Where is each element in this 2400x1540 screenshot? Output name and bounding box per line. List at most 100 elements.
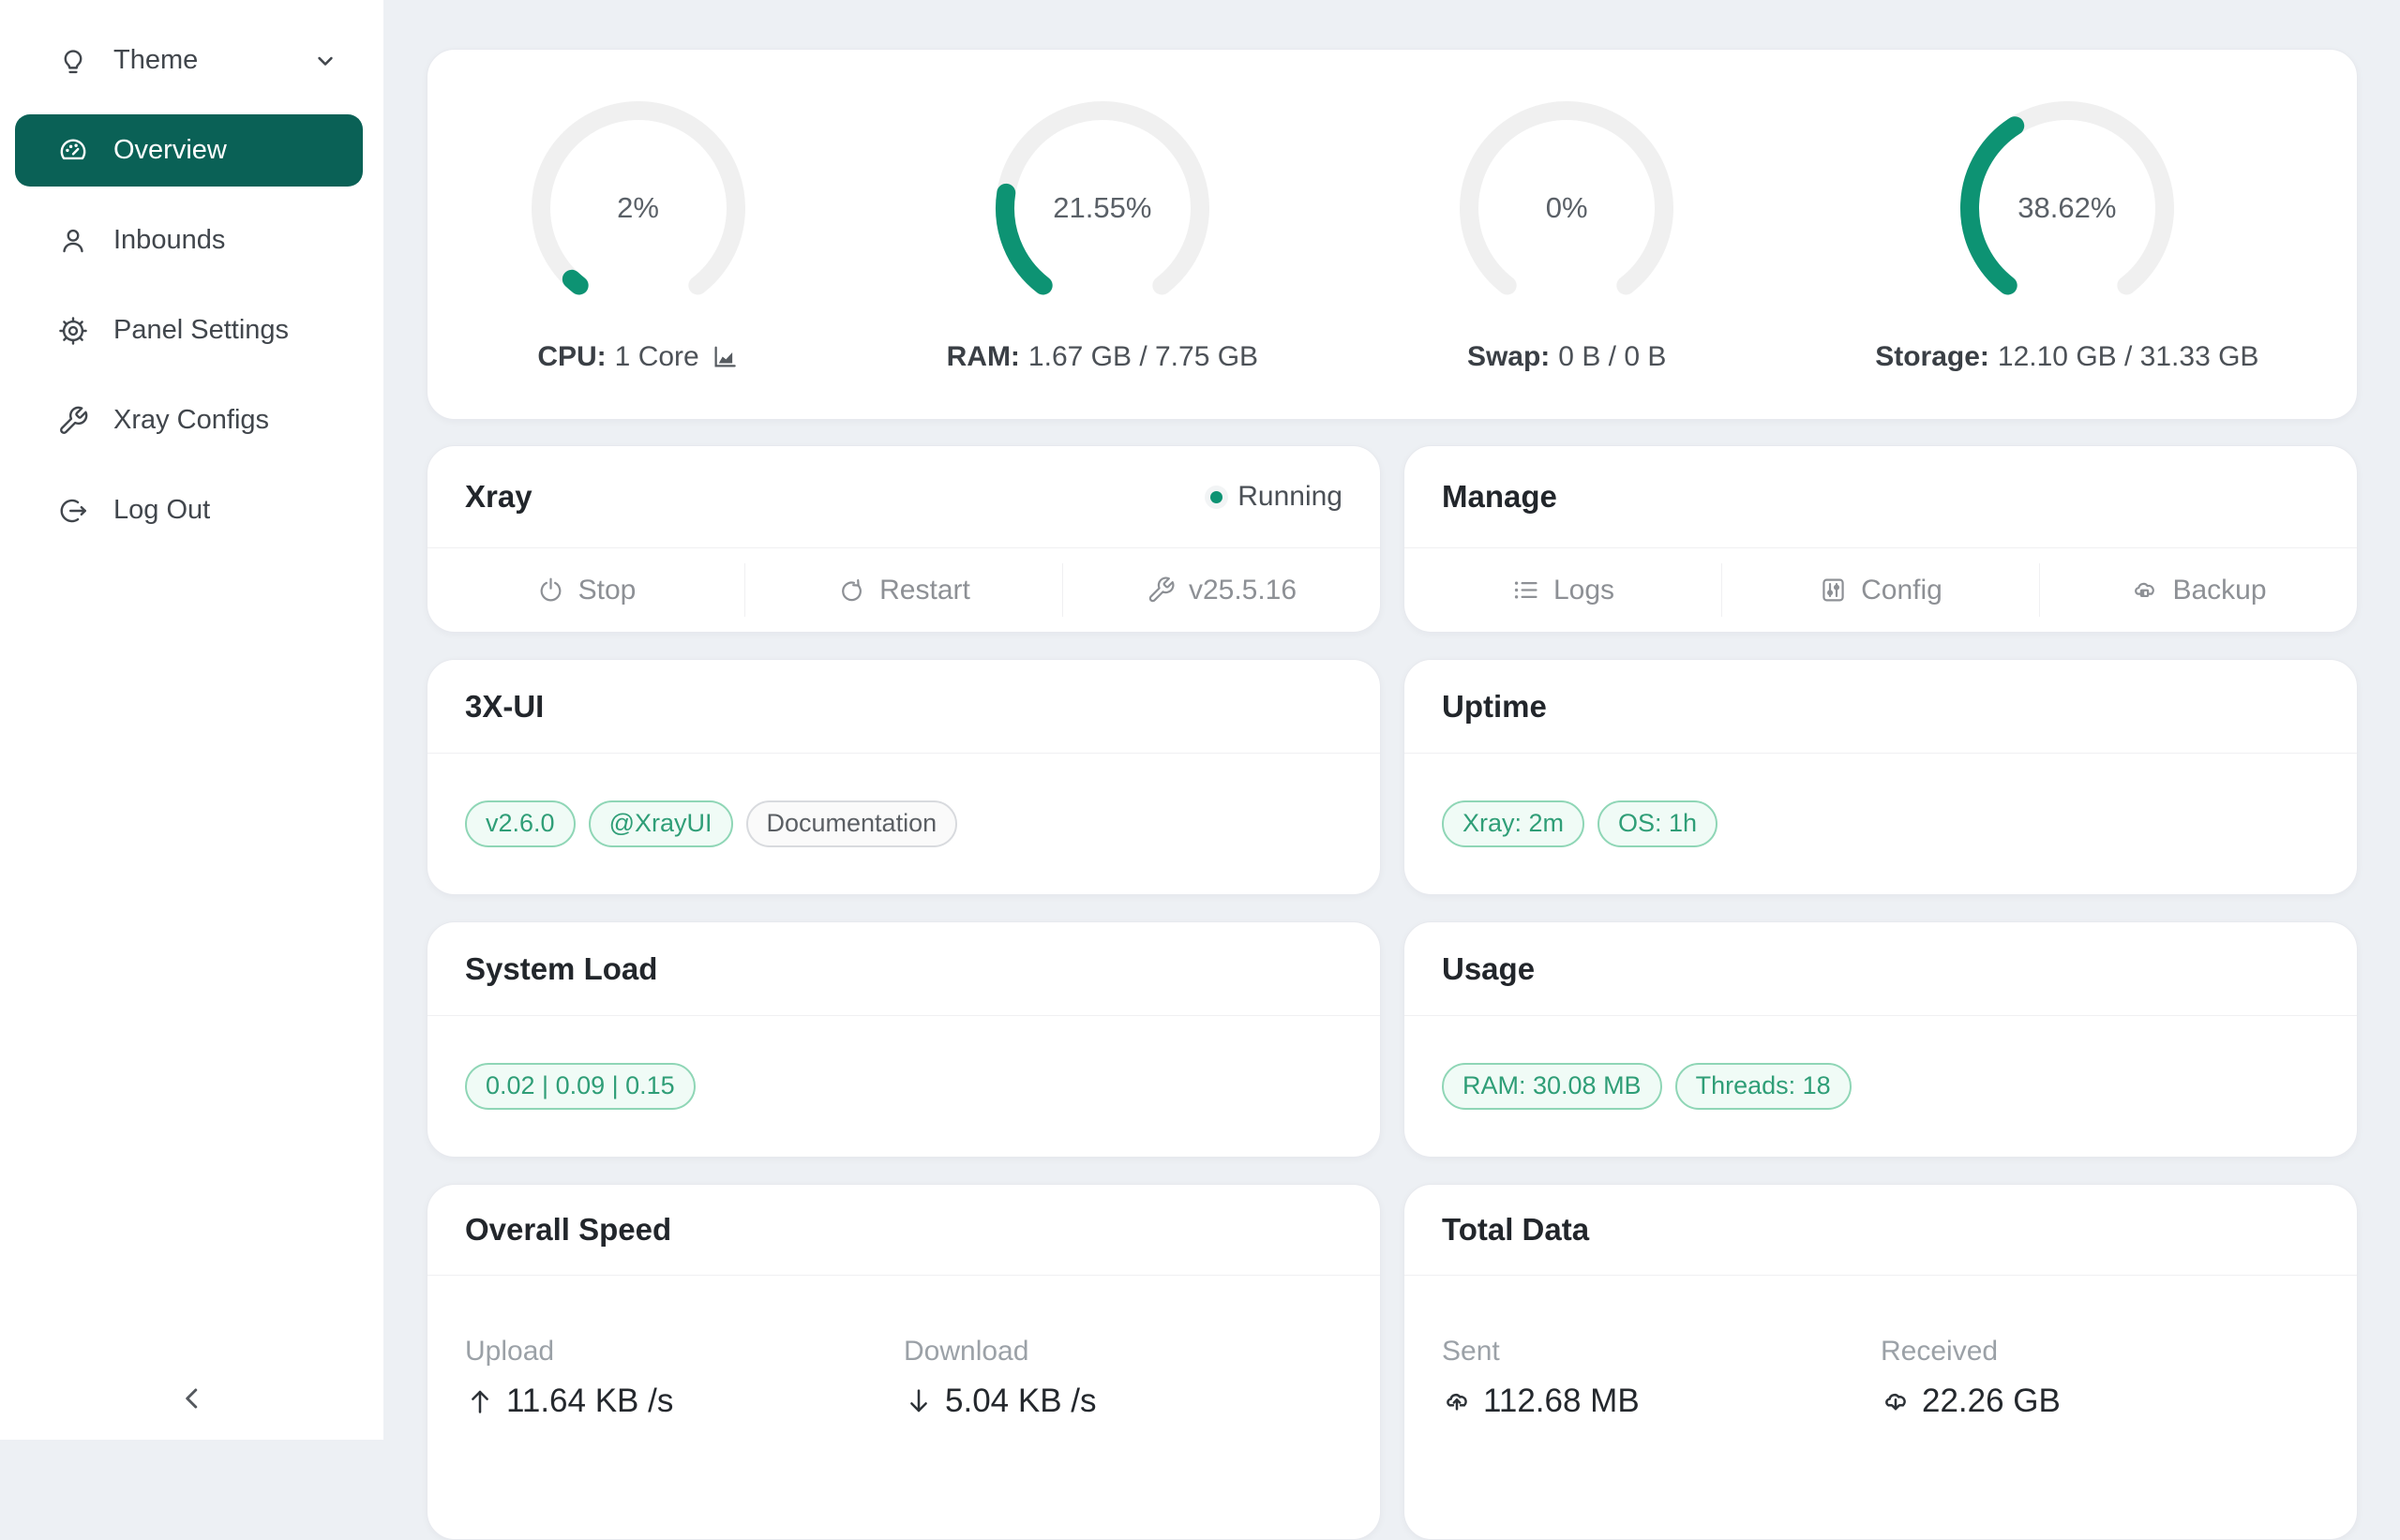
documentation-tag[interactable]: Documentation	[745, 800, 958, 847]
main-content: 2% CPU: 1 Core 21.55% RAM: 1.67	[383, 0, 2400, 1540]
ram-gauge: 21.55% RAM: 1.67 GB / 7.75 GB	[947, 96, 1258, 373]
arrow-down-icon	[910, 1389, 927, 1413]
system-load-card: System Load 0.02 | 0.09 | 0.15	[427, 921, 1381, 1158]
download-label: Download	[904, 1336, 1029, 1367]
ram-gauge-caption: RAM: 1.67 GB / 7.75 GB	[946, 341, 1259, 372]
system-load-card-title: System Load	[465, 950, 658, 986]
list-icon	[1514, 581, 1538, 599]
divider	[2039, 563, 2040, 617]
cpu-gauge: 2% CPU: 1 Core	[526, 96, 751, 373]
sidebar: Theme Overview Inbounds	[0, 0, 383, 1440]
gear-icon	[59, 316, 87, 345]
sliders-icon	[1822, 578, 1844, 602]
manage-card-title: Manage	[1442, 479, 1557, 514]
cloud-upload-icon	[1447, 1393, 1467, 1411]
cloud-download-icon	[1885, 1393, 1906, 1411]
xray-version-button[interactable]: v25.5.16	[1063, 548, 1380, 632]
logs-button[interactable]: Logs	[1404, 548, 1721, 632]
sidebar-collapse-button[interactable]	[0, 1382, 383, 1415]
wrench-icon	[1148, 576, 1175, 603]
telegram-tag[interactable]: @XrayUI	[588, 800, 733, 847]
upload-label: Upload	[465, 1336, 555, 1367]
sidebar-item-label: Theme	[113, 45, 199, 75]
received-value: 22.26 GB	[1922, 1383, 2061, 1419]
swap-gauge-arc	[1460, 101, 1674, 295]
sidebar-item-inbounds[interactable]: Inbounds	[15, 204, 363, 277]
swap-gauge-caption: Swap: 0 B / 0 B	[1466, 341, 1667, 372]
sidebar-item-theme[interactable]: Theme	[15, 24, 363, 97]
version-tag[interactable]: v2.6.0	[465, 800, 576, 847]
sidebar-menu: Theme Overview Inbounds	[0, 0, 383, 546]
threads-badge: Threads: 18	[1674, 1063, 1852, 1110]
xray-uptime-badge: Xray: 2m	[1442, 800, 1585, 847]
usage-card-title: Usage	[1442, 950, 1536, 986]
storage-gauge-caption: Storage: 12.10 GB / 31.33 GB	[1875, 341, 2259, 372]
divider	[744, 563, 745, 617]
dashboard-icon	[60, 139, 86, 159]
xray-status-text: Running	[1238, 481, 1342, 512]
storage-gauge-arc	[1959, 101, 2174, 295]
swap-gauge: 0% Swap: 0 B / 0 B	[1454, 96, 1679, 373]
cloud-server-icon	[2135, 582, 2155, 598]
sidebar-item-log-out[interactable]: Log Out	[15, 474, 363, 546]
sidebar-item-label: Inbounds	[113, 225, 226, 255]
cpu-gauge-value: 2%	[617, 191, 659, 224]
sidebar-item-overview[interactable]: Overview	[15, 114, 363, 187]
chevron-down-icon	[318, 56, 333, 66]
config-button[interactable]: Config	[1722, 548, 2039, 632]
divider	[1062, 563, 1063, 617]
power-icon	[540, 577, 562, 602]
xray-card: Xray Running Stop	[427, 445, 1381, 633]
wrench-icon	[60, 406, 88, 434]
sent-stat: Sent 112.68 MB	[1442, 1336, 1881, 1420]
backup-button[interactable]: Backup	[2040, 548, 2357, 632]
overall-speed-card: Overall Speed Upload 11.64 KB /s Downloa…	[427, 1184, 1381, 1540]
system-gauges-card: 2% CPU: 1 Core 21.55% RAM: 1.67	[427, 49, 2358, 420]
cpu-gauge-caption: CPU: 1 Core	[537, 341, 738, 373]
storage-gauge-value: 38.62%	[2018, 191, 2117, 224]
download-stat: Download 5.04 KB /s	[904, 1336, 1342, 1420]
sidebar-item-label: Xray Configs	[113, 405, 270, 435]
os-uptime-badge: OS: 1h	[1598, 800, 1718, 847]
upload-value: 11.64 KB /s	[506, 1383, 674, 1419]
xui-card-title: 3X-UI	[465, 688, 545, 724]
restart-icon	[842, 578, 862, 602]
lightbulb-icon	[64, 49, 82, 73]
divider	[1721, 563, 1722, 617]
chevron-left-icon	[185, 1388, 197, 1409]
sidebar-item-label: Overview	[113, 135, 227, 165]
xray-restart-button[interactable]: Restart	[745, 548, 1062, 632]
storage-gauge: 38.62% Storage: 12.10 GB / 31.33 GB	[1875, 96, 2258, 373]
status-dot	[1210, 490, 1223, 503]
xui-card: 3X-UI v2.6.0 @XrayUI Documentation	[427, 659, 1381, 895]
sidebar-item-panel-settings[interactable]: Panel Settings	[15, 294, 363, 366]
user-icon	[63, 229, 83, 252]
arrow-up-icon	[472, 1390, 488, 1413]
uptime-card-title: Uptime	[1442, 688, 1547, 724]
cards-grid: Xray Running Stop	[427, 445, 2358, 1540]
ram-gauge-arc	[995, 101, 1209, 295]
ram-gauge-value: 21.55%	[1053, 191, 1152, 224]
overall-speed-card-title: Overall Speed	[465, 1212, 672, 1247]
sidebar-item-xray-configs[interactable]: Xray Configs	[15, 384, 363, 456]
xray-card-title: Xray	[465, 479, 532, 514]
received-stat: Received 22.26 GB	[1881, 1336, 2319, 1420]
cpu-gauge-arc	[531, 101, 745, 295]
total-data-card-title: Total Data	[1442, 1212, 1590, 1247]
sent-value: 112.68 MB	[1483, 1383, 1640, 1419]
received-label: Received	[1881, 1336, 1999, 1367]
load-average-badge: 0.02 | 0.09 | 0.15	[465, 1063, 696, 1110]
cpu-chart-button[interactable]	[711, 343, 739, 371]
sidebar-item-label: Panel Settings	[113, 315, 290, 345]
xray-stop-button[interactable]: Stop	[428, 548, 744, 632]
ram-usage-badge: RAM: 30.08 MB	[1442, 1063, 1662, 1110]
sent-label: Sent	[1442, 1336, 1500, 1367]
total-data-card: Total Data Sent 112.68 MB	[1403, 1184, 2358, 1540]
area-chart-icon	[714, 346, 736, 367]
swap-gauge-value: 0%	[1545, 191, 1588, 224]
uptime-card: Uptime Xray: 2m OS: 1h	[1403, 659, 2358, 895]
manage-card: Manage Logs	[1403, 445, 2358, 633]
sidebar-item-label: Log Out	[113, 495, 211, 525]
xray-status-badge: Running	[1210, 481, 1342, 513]
download-value: 5.04 KB /s	[945, 1383, 1097, 1419]
